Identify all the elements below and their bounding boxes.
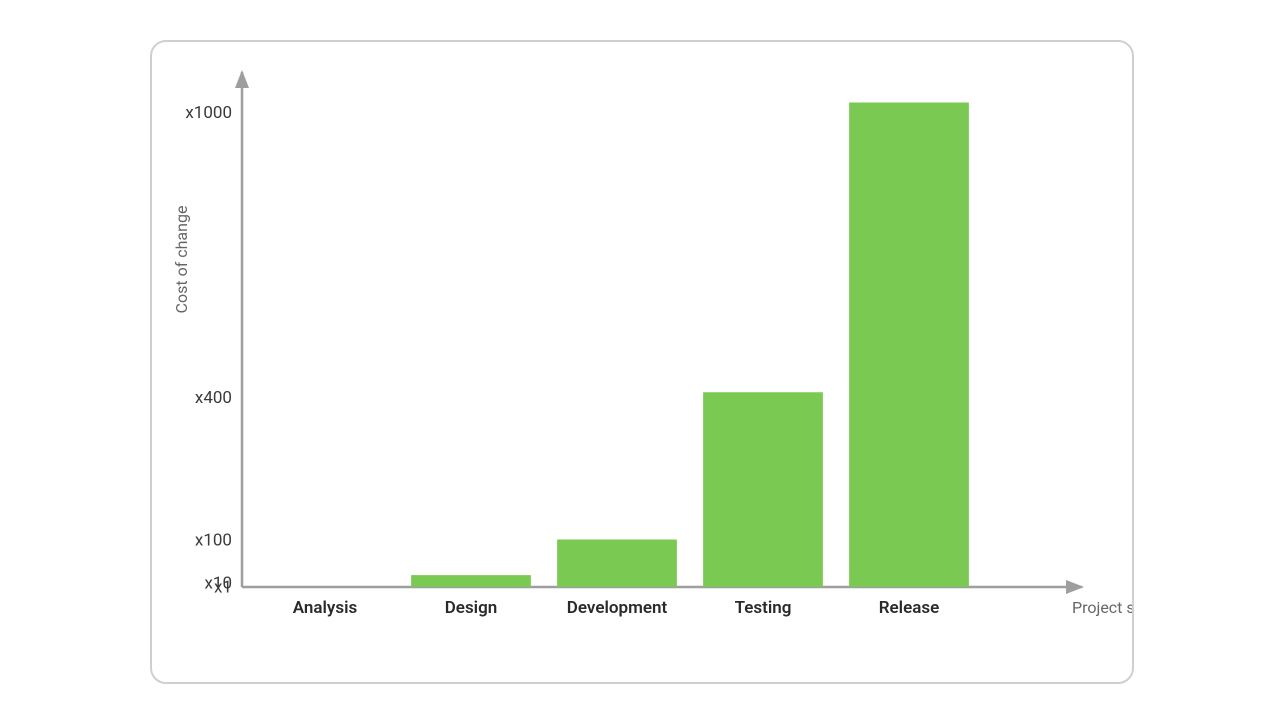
chart-frame: x1x10x100x400x1000AnalysisDesignDevelopm… [150, 40, 1134, 684]
ytick-label: x400 [195, 388, 232, 408]
ytick-label: x1000 [185, 103, 232, 123]
x-axis-label: Project stage [1072, 598, 1132, 617]
category-label: Design [445, 598, 498, 618]
category-label: Testing [735, 598, 792, 618]
category-label: Analysis [293, 598, 358, 618]
bar [849, 103, 969, 588]
cost-of-change-chart: x1x10x100x400x1000AnalysisDesignDevelopm… [152, 42, 1132, 682]
category-label: Release [879, 598, 940, 618]
bar [557, 540, 677, 588]
bar [703, 392, 823, 587]
category-label: Development [567, 598, 668, 618]
bar [411, 575, 531, 587]
ytick-label: x100 [195, 531, 232, 551]
y-axis-label: Cost of change [172, 206, 191, 314]
ytick-label: x10 [204, 573, 232, 593]
